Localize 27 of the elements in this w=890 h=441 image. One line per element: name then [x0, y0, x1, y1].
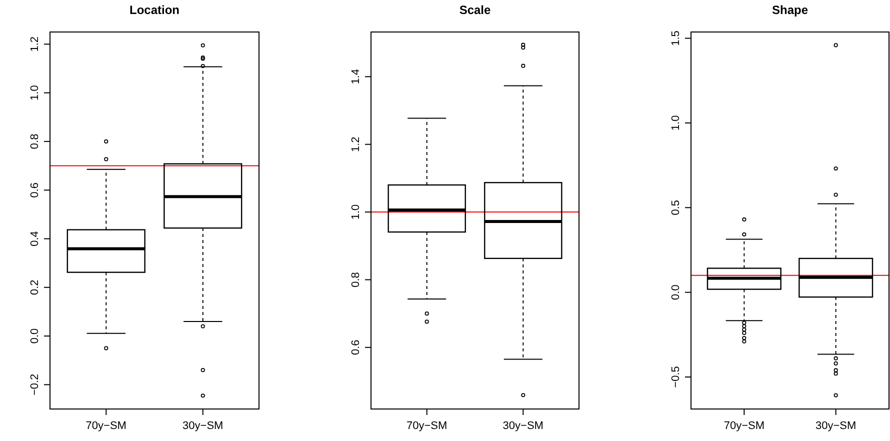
- y-tick-label: 0.0: [29, 328, 41, 344]
- x-tick-label: 30y−SM: [815, 420, 856, 432]
- y-tick-label: 1.0: [29, 85, 41, 100]
- y-tick-label: 1.5: [670, 30, 682, 46]
- y-tick-label: 0.2: [29, 280, 41, 296]
- y-tick-label: 0.6: [29, 182, 41, 198]
- y-tick-label: 1.2: [350, 136, 362, 152]
- x-tick-label: 30y−SM: [182, 420, 224, 432]
- chart-title: Scale: [459, 3, 492, 17]
- y-tick-label: 0.4: [29, 231, 41, 246]
- y-tick-label: −0.2: [29, 374, 41, 396]
- x-tick-label: 70y−SM: [86, 420, 126, 432]
- y-tick-label: 0.8: [350, 272, 362, 288]
- y-tick-label: 1.2: [29, 36, 41, 52]
- x-tick-label: 30y−SM: [502, 420, 544, 432]
- y-tick-label: 0.0: [670, 284, 682, 300]
- y-tick-label: 0.8: [29, 134, 41, 150]
- x-tick-label: 70y−SM: [406, 420, 448, 432]
- chart-title: Shape: [772, 3, 808, 17]
- y-tick-label: 0.5: [670, 200, 682, 216]
- y-tick-label: 1.4: [350, 69, 362, 84]
- y-tick-label: 1.0: [350, 204, 362, 220]
- y-tick-label: 1.0: [670, 115, 682, 131]
- chart-title: Location: [130, 3, 180, 17]
- y-tick-label: 0.6: [350, 340, 362, 356]
- x-tick-label: 70y−SM: [724, 420, 765, 432]
- y-tick-label: −0.5: [670, 366, 682, 388]
